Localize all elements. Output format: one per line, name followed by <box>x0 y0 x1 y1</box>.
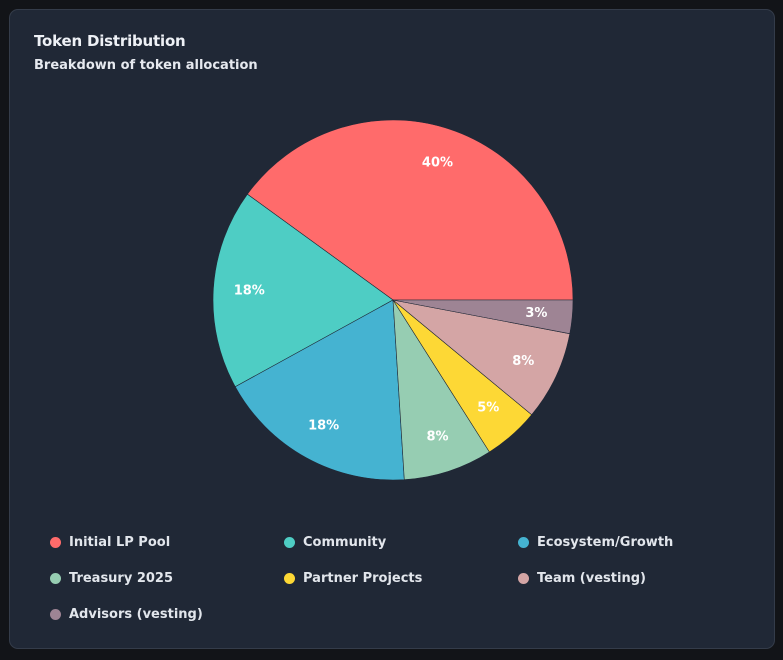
legend-label: Partner Projects <box>303 570 423 586</box>
legend-item[interactable]: Initial LP Pool <box>50 533 170 551</box>
legend-item[interactable]: Team (vesting) <box>518 569 646 587</box>
slice-value-label: 3% <box>525 306 547 321</box>
legend-swatch <box>50 536 61 548</box>
pie-slice[interactable] <box>212 193 394 388</box>
legend-label: Treasury 2025 <box>69 570 174 586</box>
pie-slice[interactable] <box>392 299 571 416</box>
slice-value-label: 18% <box>234 283 265 298</box>
legend-item[interactable]: Treasury 2025 <box>50 569 173 587</box>
legend-label: Advisors (vesting) <box>69 606 203 622</box>
legend-label: Initial LP Pool <box>69 534 171 550</box>
pie-slice[interactable] <box>392 299 574 335</box>
legend-swatch <box>284 536 295 548</box>
slice-value-label: 8% <box>426 429 448 444</box>
legend-swatch <box>50 608 61 620</box>
legend-label: Community <box>303 534 387 550</box>
pie-slice[interactable] <box>392 299 490 480</box>
pie-slice[interactable] <box>234 299 405 481</box>
chart-title: Token Distribution <box>34 32 186 50</box>
legend-swatch <box>50 572 61 584</box>
slice-value-label: 8% <box>512 354 534 369</box>
slice-value-label: 40% <box>422 156 453 171</box>
legend-item[interactable]: Ecosystem/Growth <box>518 533 673 551</box>
chart-subtitle: Breakdown of token allocation <box>34 58 258 73</box>
pie-slice[interactable] <box>246 119 574 301</box>
legend-swatch <box>518 572 529 584</box>
legend-item[interactable]: Partner Projects <box>284 569 422 587</box>
slice-value-label: 18% <box>308 419 339 434</box>
legend-label: Team (vesting) <box>537 570 646 586</box>
legend-item[interactable]: Advisors (vesting) <box>50 605 203 623</box>
legend-item[interactable]: Community <box>284 533 386 551</box>
legend-swatch <box>284 572 295 584</box>
legend-label: Ecosystem/Growth <box>537 534 674 550</box>
slice-value-label: 5% <box>477 401 499 416</box>
legend-swatch <box>518 536 529 548</box>
